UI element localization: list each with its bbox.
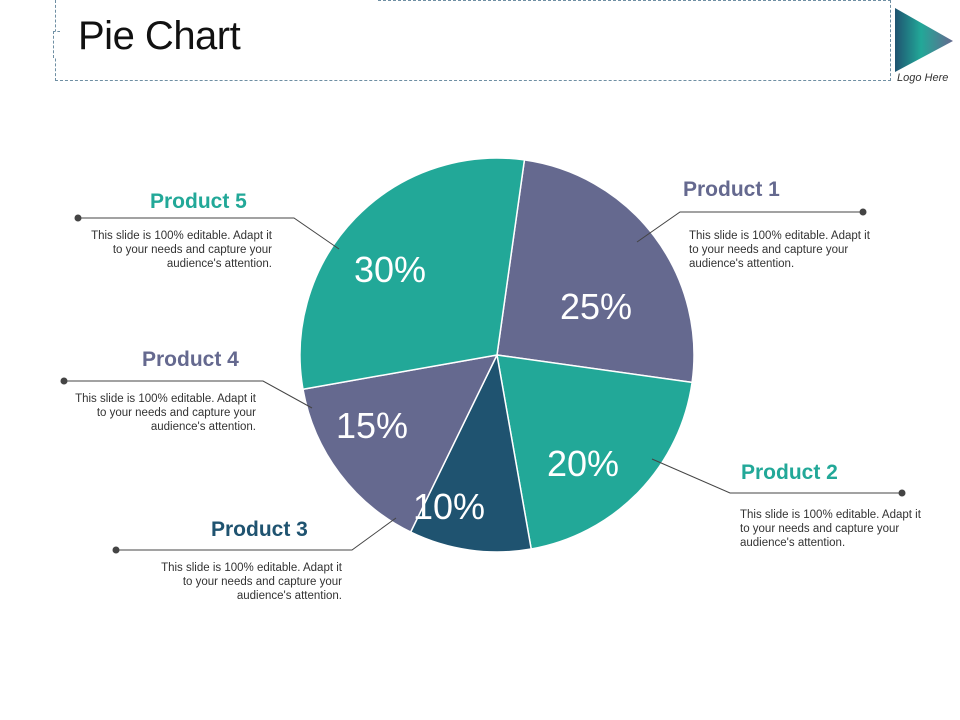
leader-dot-product-1 [859,208,867,216]
leader-line-product-2 [651,458,901,494]
pie-slice-product-3 [409,352,533,553]
product-3-description: This slide is 100% editable. Adapt it to… [161,562,342,602]
product-2-label: Product 2 [741,461,838,484]
product-2-description: This slide is 100% editable. Adapt it to… [740,509,921,549]
leader-line-product-1 [636,211,862,243]
leader-line-product-5 [79,217,340,250]
logo-text: Logo Here [897,72,949,84]
slice-label-product-2: 20% [547,443,619,484]
product-1-label: Product 1 [683,178,780,201]
slice-label-product-3: 10% [413,486,485,527]
product-5-label: Product 5 [150,190,247,213]
product-5-description: This slide is 100% editable. Adapt it to… [91,230,272,270]
leader-line-product-3 [117,517,397,551]
page-title: Pie Chart [78,14,241,58]
pie-slice-product-1 [496,159,695,384]
slice-label-product-4: 15% [336,405,408,446]
product-4-label: Product 4 [142,348,239,371]
leader-dot-product-2 [898,489,906,497]
pie-slice-product-2 [496,354,693,550]
title-frame-right [890,0,892,81]
pie-slice-product-5 [299,157,526,391]
product-3-label: Product 3 [211,518,308,541]
leader-dot-product-4 [60,377,68,385]
leader-line-product-4 [65,380,313,409]
leader-dot-product-3 [112,546,120,554]
pie-slices [299,157,695,553]
pie-slice-product-4 [302,354,499,534]
product-1-description: This slide is 100% editable. Adapt it to… [689,230,870,270]
slice-label-product-1: 25% [560,286,632,327]
slice-label-product-5: 30% [354,249,426,290]
title-frame-top [378,0,891,2]
title-bracket [53,31,60,58]
leader-lines [60,208,906,554]
leader-dot-product-5 [74,214,82,222]
logo-triangle-icon [895,8,953,72]
product-4-description: This slide is 100% editable. Adapt it to… [75,393,256,433]
